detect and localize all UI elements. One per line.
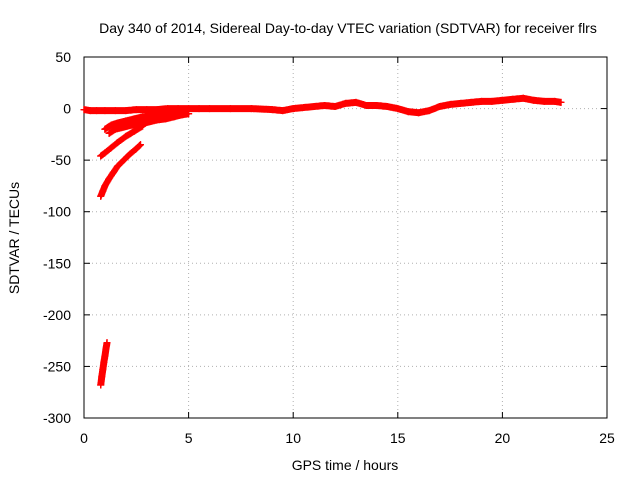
y-tick-label: -150 [43,255,71,271]
series-2 [105,110,193,137]
series-3 [97,122,147,160]
axis-ticks: 0 5 10 15 20 25 -300 -250 -200 -150 -100 -50 0 50 [43,49,615,446]
x-tick-label: 25 [599,430,615,446]
series-trace [97,122,147,160]
x-tick-label: 0 [80,430,88,446]
y-tick-label: -50 [51,152,71,168]
x-tick-label: 15 [390,430,406,446]
x-tick-label: 20 [495,430,511,446]
y-axis-label: SDTVAR / TECUs [6,182,22,294]
series-trace [105,110,193,137]
x-tick-label: 5 [185,430,193,446]
y-tick-label: -200 [43,307,71,323]
series-4 [97,141,144,200]
x-axis-label: GPS time / hours [292,457,399,473]
y-tick-label: 0 [63,101,71,117]
x-tick-label: 10 [285,430,301,446]
series-trace [80,94,565,117]
y-tick-label: -250 [43,358,71,374]
y-tick-label: -100 [43,204,71,220]
series-trace [97,339,111,389]
grid-lines [84,57,607,418]
series-trace [97,141,144,200]
plot-frame [83,56,608,419]
series-trace [101,108,188,133]
y-tick-label: -300 [43,410,71,426]
chart-title: Day 340 of 2014, Sidereal Day-to-day VTE… [99,20,597,36]
y-tick-label: 50 [55,49,71,65]
series-5 [97,339,111,389]
data-points [80,94,565,389]
